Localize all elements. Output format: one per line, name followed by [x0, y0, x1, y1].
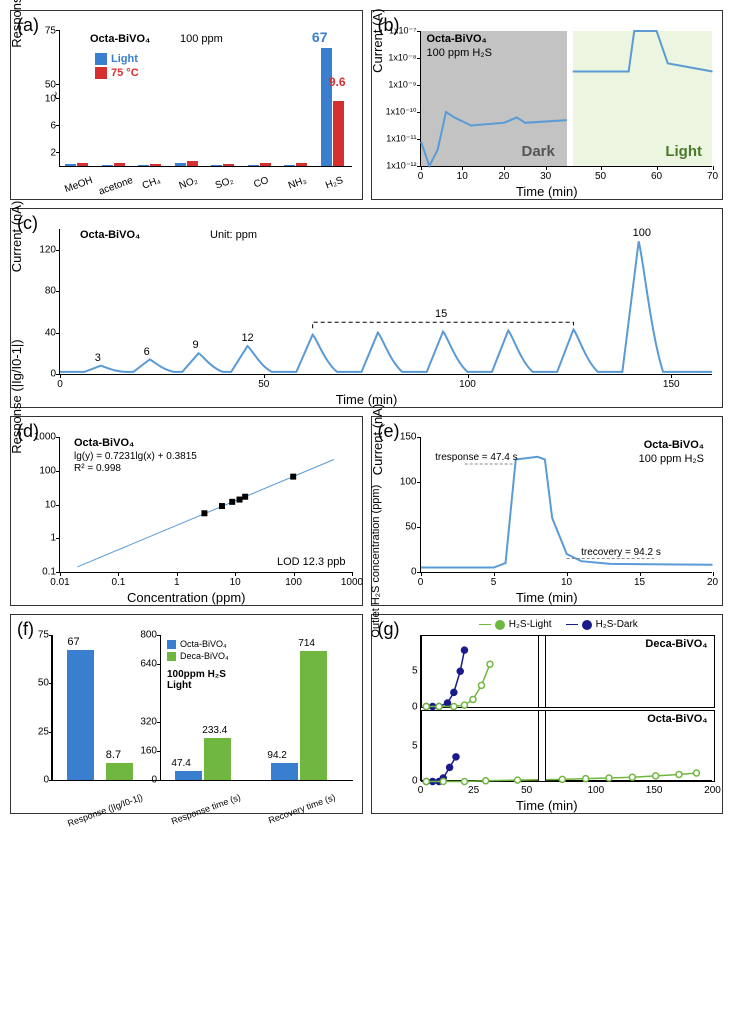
panel-c-ylabel: Current (nA) [9, 201, 24, 273]
panel-b: (b) Current (A) Time (min) 1x10⁻¹²1x10⁻¹… [371, 10, 724, 200]
panel-g-ylabel: Outlet H₂S concentration (ppm) [370, 485, 382, 638]
panel-a-ylabel: Response (|Ig/I0-1|) [9, 0, 24, 48]
panel-c-plot: 040801200501001503691210015Octa-BiVO₄Uni… [59, 229, 712, 375]
panel-g-xlabel: Time (min) [516, 798, 578, 813]
panel-e-ylabel: Current (nA) [370, 404, 385, 476]
panel-a-plot: 26105075≀MeOHacetoneCH₄NO₂SO₂CONH₃H₂S679… [59, 31, 352, 167]
panel-c-xlabel: Time (min) [336, 392, 398, 407]
panel-d: (d) Response (|Ig/I0-1|) Concentration (… [10, 416, 363, 606]
panel-e-xlabel: Time (min) [516, 590, 578, 605]
panel-g: (g) Outlet H₂S concentration (ppm) Time … [371, 614, 724, 814]
panel-d-xlabel: Concentration (ppm) [127, 590, 246, 605]
panel-d-ylabel: Response (|Ig/I0-1|) [9, 339, 24, 453]
panel-f-plot: 0255075678.7Response (|Ig/I0-1|)01603206… [51, 635, 352, 781]
panel-b-plot: 1x10⁻¹²1x10⁻¹¹1x10⁻¹⁰1x10⁻⁹1x10⁻⁸1x10⁻⁷0… [420, 31, 713, 167]
panel-a: (a) Response (|Ig/I0-1|) 26105075≀MeOHac… [10, 10, 363, 200]
panel-g-plot: H₂S-LightH₂S-Dark05Deca-BiVO₄05Octa-BiVO… [420, 635, 713, 781]
panel-b-ylabel: Current (A) [370, 9, 385, 73]
panel-e-plot: 05010015005101520Octa-BiVO₄100 ppm H₂Str… [420, 437, 713, 573]
panel-d-plot: 0.010.111010010000.11101001000Octa-BiVO₄… [59, 437, 352, 573]
panel-b-xlabel: Time (min) [516, 184, 578, 199]
panel-c: (c) Current (nA) Time (min) 040801200501… [10, 208, 723, 408]
panel-f: (f) 0255075678.7Response (|Ig/I0-1|)0160… [10, 614, 363, 814]
panel-e: (e) Current (nA) Time (min) 050100150051… [371, 416, 724, 606]
